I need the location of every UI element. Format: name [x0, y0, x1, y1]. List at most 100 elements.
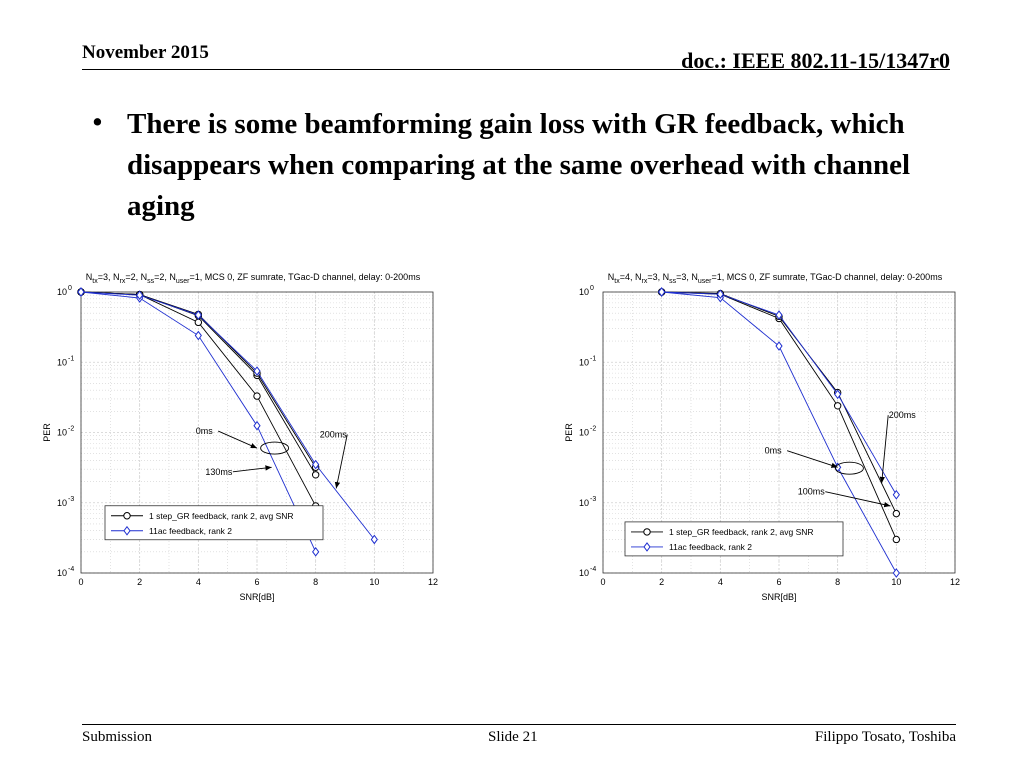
x-tick-label: 0: [78, 577, 83, 587]
data-point-series-4: [370, 534, 378, 545]
annotation-arrow: [218, 430, 258, 449]
legend-marker: [123, 525, 131, 536]
series-line-4: [80, 291, 375, 540]
chart-title: Ntx=3, Nrx=2, Nss=2, Nuser=1, MCS 0, ZF …: [86, 272, 421, 285]
y-tick-label: 10: [579, 287, 589, 297]
data-point-series-3: [716, 289, 724, 300]
x-tick-label: 12: [950, 577, 960, 587]
data-point-series-4: [77, 287, 85, 297]
legend-label: 1 step_GR feedback, rank 2, avg SNR: [669, 527, 814, 537]
legend: 1 step_GR feedback, rank 2, avg SNR 11ac …: [624, 521, 844, 557]
y-tick-label: 10: [579, 498, 589, 508]
y-tick-exponent: -3: [590, 496, 596, 503]
y-tick-label: 10: [57, 287, 67, 297]
data-point-series-2: [892, 568, 900, 578]
y-tick-exponent: -1: [68, 355, 74, 362]
data-point-series-3: [834, 389, 842, 400]
annotation-label: 200ms: [889, 410, 917, 420]
annotation-arrow: [232, 465, 272, 473]
annotation-arrow: [786, 450, 838, 468]
data-point-series-4: [136, 290, 144, 301]
x-tick-label: 6: [776, 577, 781, 587]
data-point-series-1: [311, 471, 320, 479]
footer-rule: [82, 724, 956, 725]
data-point-series-1: [892, 509, 901, 518]
annotation-label: 200ms: [320, 429, 348, 439]
legend-label: 1 step_GR feedback, rank 2, avg SNR: [149, 511, 294, 521]
annotation-label: 0ms: [765, 446, 783, 456]
x-tick-label: 12: [428, 577, 438, 587]
y-axis-label: PER: [564, 423, 574, 442]
bullet-icon: •: [92, 104, 103, 139]
data-point-series-4: [194, 310, 202, 320]
annotation-arrow: [825, 491, 891, 508]
bullet-text: There is some beamforming gain loss with…: [127, 108, 911, 222]
annotation-ellipse: [260, 441, 290, 455]
y-tick-label: 10: [57, 498, 67, 508]
data-point-series-0: [892, 535, 901, 544]
data-point-series-0: [194, 318, 203, 327]
x-tick-label: 4: [196, 577, 201, 587]
data-point-series-3: [775, 310, 783, 320]
data-point-series-3: [312, 547, 320, 557]
annotation-label: 0ms: [196, 426, 214, 436]
y-tick-label: 10: [579, 428, 589, 438]
header-rule: [82, 69, 950, 70]
data-point-series-0: [833, 402, 842, 410]
y-tick-label: 10: [579, 357, 589, 367]
data-point-series-2: [775, 341, 783, 351]
footer-submission: Submission: [82, 729, 153, 745]
legend-marker: [643, 528, 651, 536]
legend-box: [104, 505, 324, 541]
y-tick-exponent: -4: [590, 566, 596, 573]
plot-frame: [80, 291, 434, 574]
x-axis-label: SNR[dB]: [239, 592, 274, 602]
x-axis-label: SNR[dB]: [761, 592, 796, 602]
y-tick-label: 10: [57, 568, 67, 578]
data-point-series-4: [253, 366, 261, 376]
y-tick-exponent: -1: [590, 355, 596, 362]
y-tick-exponent: -2: [68, 426, 74, 433]
data-point-series-3: [253, 420, 261, 431]
y-tick-label: 10: [57, 357, 67, 367]
x-tick-label: 6: [254, 577, 259, 587]
y-tick-label: 10: [579, 568, 589, 578]
x-tick-label: 2: [659, 577, 664, 587]
x-tick-label: 0: [600, 577, 605, 587]
plot-frame: [602, 291, 956, 574]
x-tick-label: 8: [313, 577, 318, 587]
footer-author: Filippo Tosato, Toshiba: [814, 729, 956, 745]
y-tick-exponent: -2: [590, 426, 596, 433]
y-tick-exponent: -4: [68, 566, 74, 573]
legend-marker: [123, 512, 131, 520]
y-tick-exponent: 0: [68, 285, 72, 292]
legend-marker: [643, 542, 651, 552]
x-tick-label: 4: [718, 577, 723, 587]
data-point-series-3: [194, 330, 202, 341]
legend: 1 step_GR feedback, rank 2, avg SNR 11ac …: [104, 505, 324, 541]
x-tick-label: 2: [137, 577, 142, 587]
y-tick-exponent: 0: [590, 285, 594, 292]
header-date: November 2015: [82, 42, 209, 63]
annotation-arrow: [879, 415, 889, 484]
x-tick-label: 8: [835, 577, 840, 587]
y-tick-exponent: -3: [68, 496, 74, 503]
annotation-label: 130ms: [205, 467, 233, 477]
legend-label: 11ac feedback, rank 2: [149, 526, 232, 536]
y-tick-label: 10: [57, 428, 67, 438]
legend-label: 11ac feedback, rank 2: [669, 542, 752, 552]
legend-box: [624, 521, 844, 557]
x-tick-label: 10: [369, 577, 379, 587]
footer-slide-number: Slide 21: [488, 729, 538, 745]
x-tick-label: 10: [891, 577, 901, 587]
annotation-label: 100ms: [798, 487, 826, 497]
data-point-series-3: [658, 287, 666, 297]
data-point-series-4: [312, 459, 320, 470]
data-point-series-0: [253, 392, 261, 400]
data-point-series-3: [892, 489, 900, 500]
annotation-arrow: [334, 434, 348, 489]
chart-title: Ntx=4, Nrx=3, Nss=3, Nuser=1, MCS 0, ZF …: [608, 272, 943, 285]
y-axis-label: PER: [42, 423, 52, 442]
